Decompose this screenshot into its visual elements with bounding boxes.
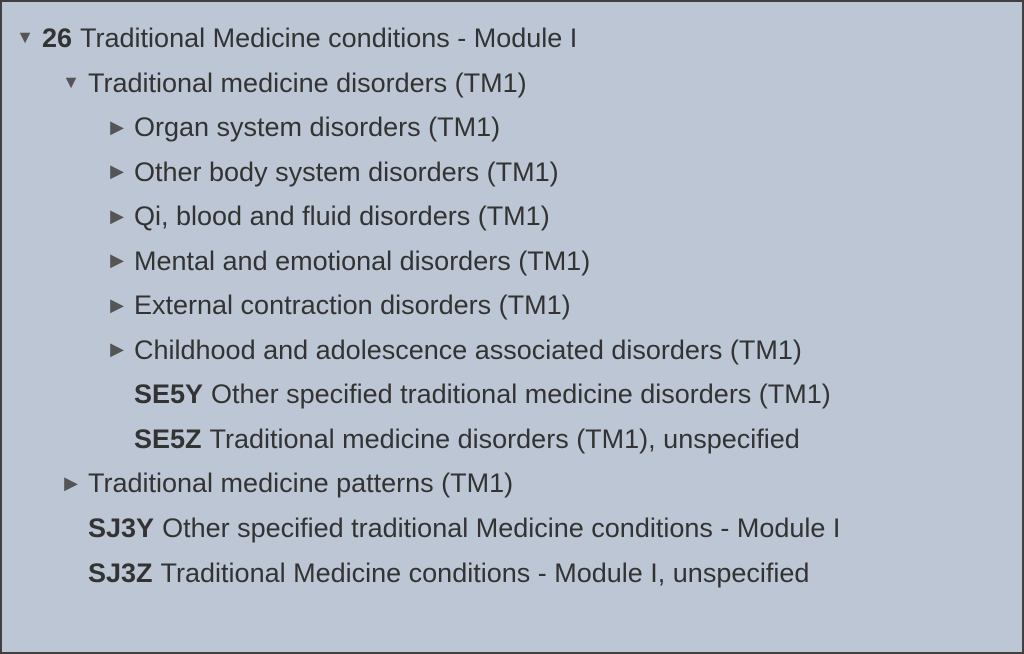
tree-view: ▼26Traditional Medicine conditions - Mod… [0,0,1024,654]
expand-toggle-icon[interactable]: ▶ [60,469,82,499]
tree-node[interactable]: ▶Other body system disorders (TM1) [14,150,1012,195]
expand-toggle-icon[interactable]: ▼ [14,23,36,53]
expand-toggle-icon[interactable]: ▶ [106,246,128,276]
expand-toggle-icon[interactable]: ▶ [106,202,128,232]
node-label: Other specified traditional medicine dis… [211,372,831,417]
tree-node[interactable]: ▶Traditional medicine patterns (TM1) [14,461,1012,506]
node-label: Traditional Medicine conditions - Module… [161,551,810,596]
node-code: SE5Y [134,372,203,417]
node-label: Other body system disorders (TM1) [134,150,559,195]
node-code: SJ3Z [88,551,153,596]
tree-node[interactable]: ▼Traditional medicine disorders (TM1) [14,61,1012,106]
expand-toggle-icon[interactable]: ▶ [106,113,128,143]
tree-node[interactable]: ▶SE5ZTraditional medicine disorders (TM1… [14,417,1012,462]
node-label: Traditional medicine patterns (TM1) [88,461,513,506]
tree-node[interactable]: ▶SJ3ZTraditional Medicine conditions - M… [14,551,1012,596]
node-label: Mental and emotional disorders (TM1) [134,239,590,284]
node-code: SJ3Y [88,506,154,551]
node-label: Traditional Medicine conditions - Module… [80,16,577,61]
node-label: Traditional medicine disorders (TM1), un… [210,417,800,462]
tree-node[interactable]: ▼26Traditional Medicine conditions - Mod… [14,16,1012,61]
node-code: 26 [42,16,72,61]
expand-toggle-icon[interactable]: ▶ [106,157,128,187]
expand-toggle-icon[interactable]: ▶ [106,291,128,321]
tree-node[interactable]: ▶SE5YOther specified traditional medicin… [14,372,1012,417]
tree-node[interactable]: ▶Childhood and adolescence associated di… [14,328,1012,373]
node-code: SE5Z [134,417,202,462]
tree-node[interactable]: ▶SJ3YOther specified traditional Medicin… [14,506,1012,551]
node-label: Other specified traditional Medicine con… [162,506,840,551]
tree-node[interactable]: ▶Organ system disorders (TM1) [14,105,1012,150]
node-label: Childhood and adolescence associated dis… [134,328,802,373]
tree-node[interactable]: ▶Mental and emotional disorders (TM1) [14,239,1012,284]
node-label: Organ system disorders (TM1) [134,105,500,150]
node-label: Traditional medicine disorders (TM1) [88,61,527,106]
expand-toggle-icon[interactable]: ▼ [60,68,82,98]
expand-toggle-icon[interactable]: ▶ [106,335,128,365]
node-label: External contraction disorders (TM1) [134,283,571,328]
tree-node[interactable]: ▶External contraction disorders (TM1) [14,283,1012,328]
node-label: Qi, blood and fluid disorders (TM1) [134,194,550,239]
tree-node[interactable]: ▶Qi, blood and fluid disorders (TM1) [14,194,1012,239]
